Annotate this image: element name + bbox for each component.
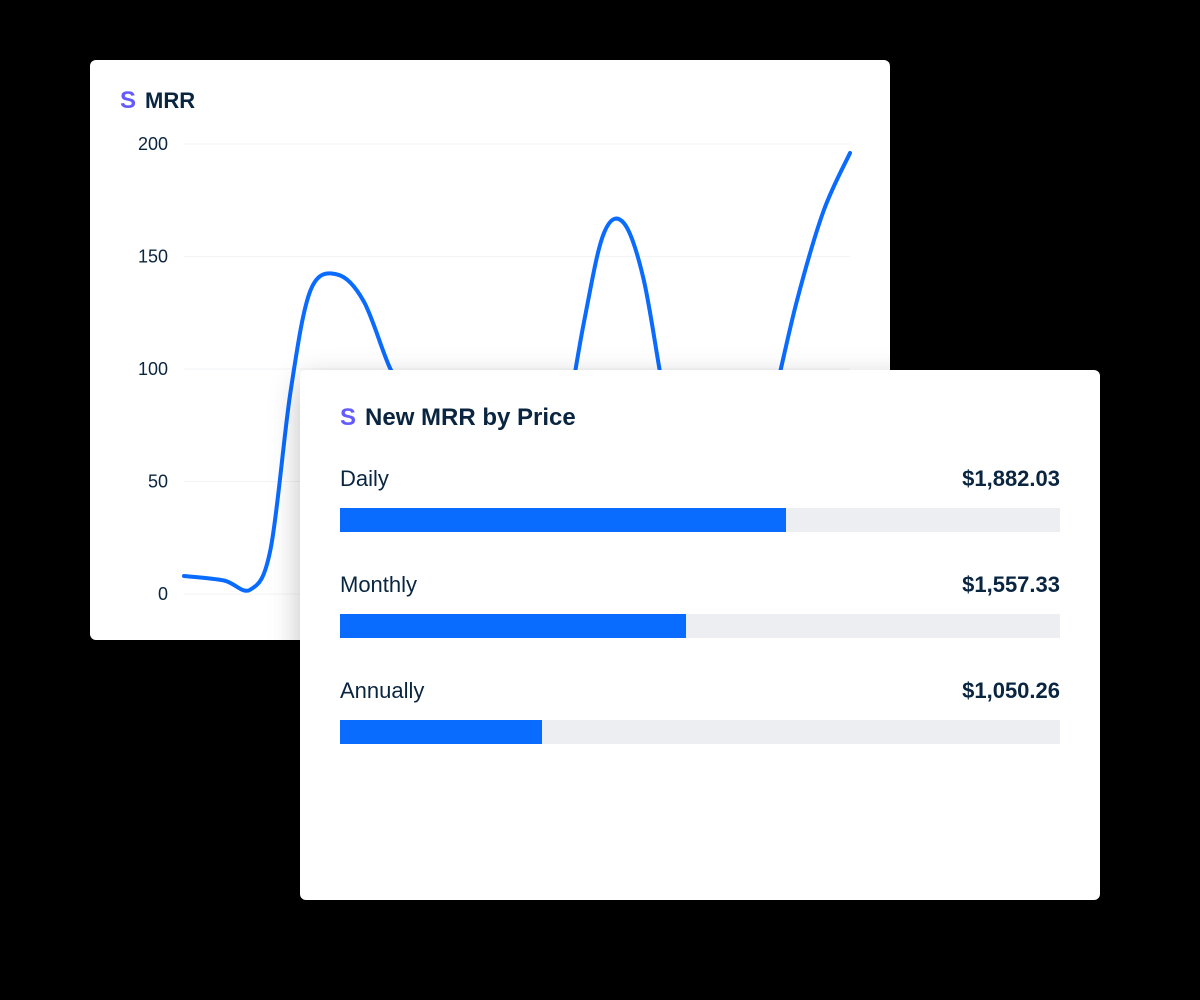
price-row-value: $1,050.26 [962, 678, 1060, 704]
y-tick-label: 150 [138, 247, 168, 267]
price-row-label: Annually [340, 678, 424, 704]
bar-track [340, 720, 1060, 744]
price-row-top: Monthly $1,557.33 [340, 572, 1060, 598]
price-row-value: $1,882.03 [962, 466, 1060, 492]
bar-track [340, 508, 1060, 532]
stripe-s-icon: S [120, 89, 135, 113]
bar-track [340, 614, 1060, 638]
price-card: S New MRR by Price Daily $1,882.03 Monthly… [300, 370, 1100, 900]
price-row-label: Monthly [340, 572, 417, 598]
price-row-top: Daily $1,882.03 [340, 466, 1060, 492]
price-row: Monthly $1,557.33 [340, 572, 1060, 638]
price-row-label: Daily [340, 466, 389, 492]
y-tick-label: 0 [158, 584, 168, 604]
stripe-s-icon: S [340, 406, 355, 430]
price-card-title: New MRR by Price [365, 404, 576, 432]
mrr-card-header: S MRR [120, 88, 860, 114]
y-tick-label: 50 [148, 472, 168, 492]
price-rows: Daily $1,882.03 Monthly $1,557.33 Annually $1… [340, 466, 1060, 744]
mrr-card-title: MRR [145, 88, 195, 114]
y-tick-label: 100 [138, 359, 168, 379]
price-row: Annually $1,050.26 [340, 678, 1060, 744]
y-tick-label: 200 [138, 134, 168, 154]
bar-fill [340, 508, 786, 532]
price-card-header: S New MRR by Price [340, 404, 1060, 432]
price-row-value: $1,557.33 [962, 572, 1060, 598]
price-row: Daily $1,882.03 [340, 466, 1060, 532]
price-row-top: Annually $1,050.26 [340, 678, 1060, 704]
bar-fill [340, 614, 686, 638]
bar-fill [340, 720, 542, 744]
